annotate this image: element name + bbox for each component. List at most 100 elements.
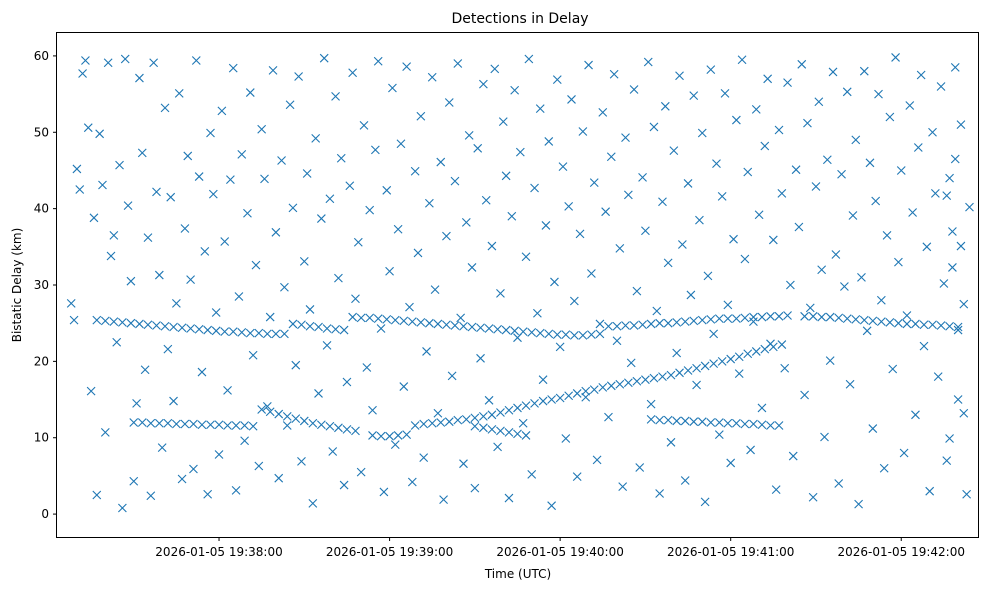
y-tick-label: 30 bbox=[34, 278, 49, 292]
detection-marker bbox=[379, 487, 389, 497]
detection-marker bbox=[584, 60, 593, 70]
detection-marker bbox=[922, 242, 932, 252]
detection-marker bbox=[612, 321, 622, 331]
detection-marker bbox=[774, 125, 784, 135]
y-tick-label: 0 bbox=[41, 507, 49, 521]
detection-marker bbox=[689, 316, 699, 326]
detection-marker bbox=[766, 421, 775, 430]
detection-marker bbox=[100, 316, 110, 326]
detection-marker bbox=[117, 318, 127, 327]
detection-marker bbox=[479, 411, 488, 421]
detection-marker bbox=[285, 100, 295, 110]
detection-marker bbox=[353, 237, 363, 247]
detection-marker bbox=[902, 319, 912, 329]
detection-marker bbox=[800, 311, 809, 321]
detection-marker bbox=[112, 337, 122, 347]
detection-marker bbox=[817, 312, 827, 322]
detection-marker bbox=[385, 431, 394, 441]
detection-marker bbox=[169, 322, 178, 332]
detection-marker bbox=[467, 263, 477, 272]
detection-marker bbox=[100, 427, 110, 437]
detection-marker bbox=[291, 414, 301, 424]
detection-marker bbox=[612, 336, 622, 346]
detection-marker bbox=[840, 282, 849, 291]
detection-marker bbox=[763, 74, 773, 84]
detection-marker bbox=[950, 62, 960, 72]
detection-marker bbox=[305, 305, 315, 314]
detection-marker bbox=[265, 407, 275, 417]
detection-marker bbox=[510, 326, 520, 336]
detection-marker bbox=[569, 331, 579, 340]
detection-marker bbox=[578, 127, 588, 136]
detection-marker bbox=[370, 145, 380, 155]
detection-marker bbox=[484, 395, 494, 405]
detection-marker bbox=[186, 324, 195, 333]
detection-marker bbox=[672, 348, 682, 358]
detection-marker bbox=[615, 379, 625, 389]
detection-marker bbox=[189, 419, 198, 429]
detection-marker bbox=[788, 451, 798, 461]
detection-marker bbox=[504, 493, 514, 503]
detection-marker bbox=[92, 315, 102, 325]
detection-marker bbox=[692, 363, 701, 373]
detection-marker bbox=[535, 328, 545, 338]
detection-marker bbox=[953, 395, 963, 404]
detection-marker bbox=[314, 322, 323, 332]
detection-marker bbox=[754, 210, 764, 220]
detection-marker bbox=[339, 480, 349, 490]
detection-marker bbox=[382, 185, 392, 195]
detection-marker bbox=[436, 157, 446, 167]
detection-marker bbox=[154, 418, 164, 428]
detection-marker bbox=[368, 431, 377, 440]
detection-marker bbox=[220, 327, 230, 336]
detection-marker bbox=[424, 198, 434, 208]
detection-marker bbox=[766, 339, 775, 349]
detection-marker bbox=[311, 133, 321, 143]
detection-marker bbox=[450, 321, 460, 330]
detection-marker bbox=[731, 418, 741, 428]
detection-marker bbox=[777, 188, 787, 198]
detection-marker bbox=[558, 162, 568, 172]
detection-marker bbox=[251, 260, 261, 270]
detection-marker bbox=[692, 380, 701, 390]
detection-marker bbox=[891, 53, 900, 62]
detection-marker bbox=[376, 324, 386, 333]
detection-marker bbox=[683, 366, 693, 375]
detection-marker bbox=[206, 420, 215, 430]
detection-marker bbox=[316, 214, 326, 223]
detection-marker bbox=[706, 418, 716, 427]
detection-marker bbox=[245, 88, 255, 97]
detection-marker bbox=[450, 176, 460, 186]
detection-marker bbox=[606, 152, 616, 162]
detection-marker bbox=[564, 391, 574, 401]
detection-marker bbox=[231, 486, 241, 495]
detection-marker bbox=[464, 130, 474, 140]
detection-marker bbox=[501, 171, 511, 181]
detection-marker bbox=[822, 155, 832, 165]
detection-marker bbox=[396, 139, 406, 149]
detection-marker bbox=[427, 72, 437, 82]
detection-marker bbox=[410, 421, 420, 430]
detection-marker bbox=[555, 393, 565, 403]
x-axis: 2026-01-05 19:38:00 2026-01-05 19:39:00 20… bbox=[155, 537, 965, 559]
detection-marker bbox=[598, 108, 608, 117]
detection-marker bbox=[518, 418, 528, 428]
y-tick-label: 40 bbox=[34, 202, 49, 216]
detection-marker bbox=[527, 469, 537, 479]
detection-marker bbox=[925, 486, 935, 496]
detection-marker bbox=[348, 68, 358, 78]
detection-marker bbox=[510, 85, 520, 95]
detection-marker bbox=[538, 375, 548, 385]
detection-marker bbox=[638, 172, 647, 182]
detection-marker bbox=[342, 377, 352, 387]
detection-marker bbox=[766, 311, 775, 321]
detection-marker bbox=[805, 303, 815, 313]
detection-marker bbox=[743, 167, 753, 177]
detection-marker bbox=[629, 321, 639, 330]
detection-marker bbox=[874, 89, 883, 99]
detection-marker bbox=[658, 372, 667, 382]
detection-marker bbox=[132, 398, 141, 408]
detection-marker bbox=[228, 327, 238, 336]
detection-marker bbox=[663, 318, 673, 328]
